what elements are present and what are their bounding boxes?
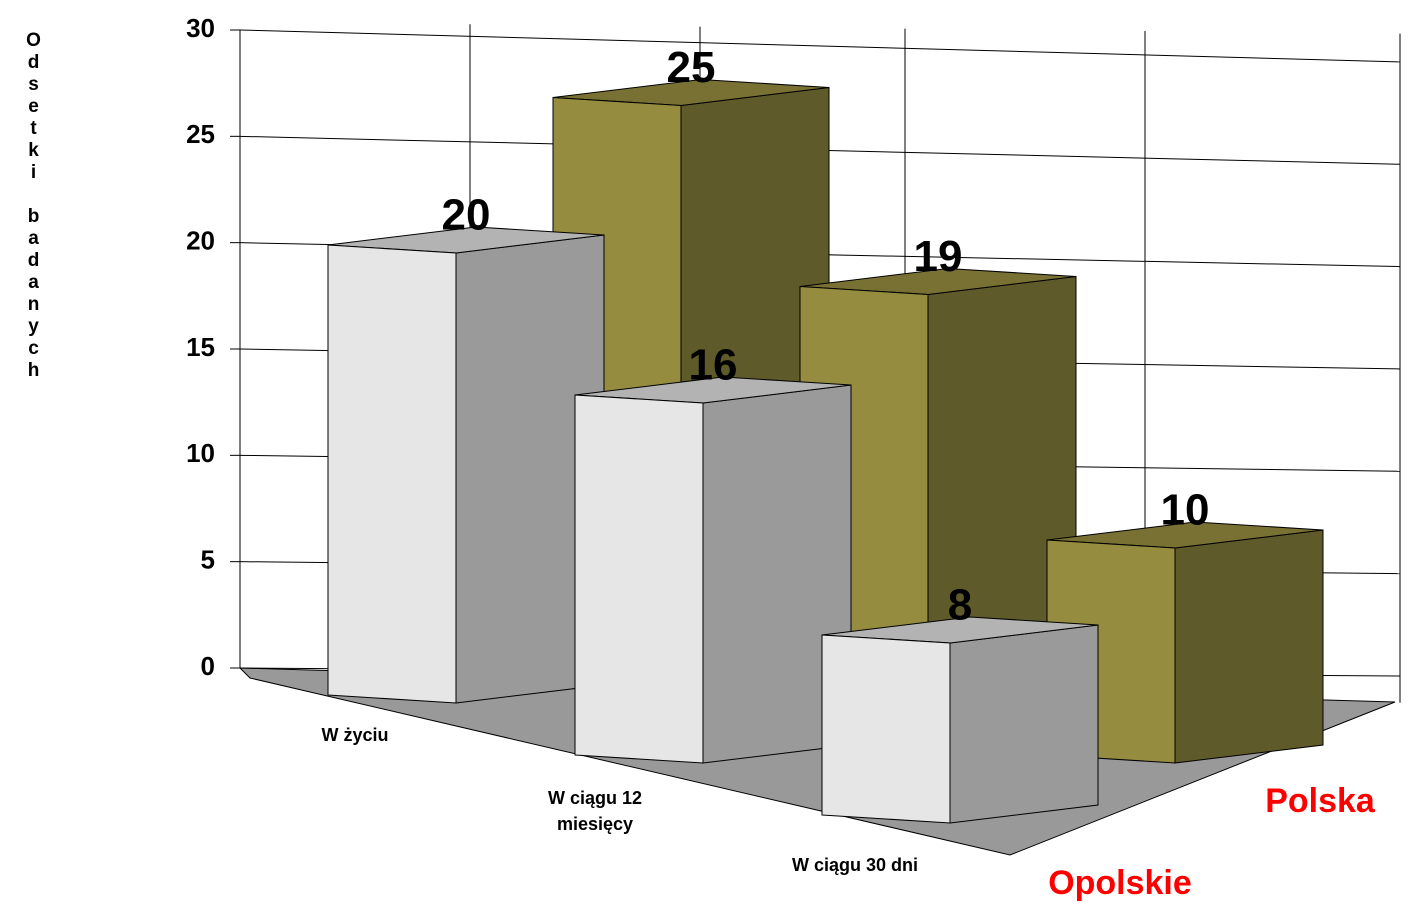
y-tick-label: 5 (201, 545, 215, 575)
y-tick-label: 0 (201, 651, 215, 681)
value-label: 19 (914, 232, 963, 281)
x-tick-label: W ciągu 30 dni (791, 855, 919, 875)
series-label: Polska (1265, 782, 1376, 820)
value-label: 20 (442, 191, 491, 240)
grid-line (239, 29, 1401, 63)
y-tick-label: 10 (186, 438, 215, 468)
bar (821, 634, 951, 824)
bar (574, 394, 704, 764)
value-label: 10 (1161, 486, 1210, 535)
value-label: 16 (689, 341, 738, 390)
y-tick-label: 25 (186, 119, 215, 149)
x-tick-label: W życiu (321, 725, 389, 745)
x-tick-label: W ciągu 12 miesięcy (547, 788, 643, 834)
value-label: 8 (948, 581, 972, 630)
value-label: 25 (667, 43, 716, 92)
y-axis-label: Odsetki badanych (23, 30, 44, 382)
y-tick-label: 30 (186, 13, 215, 43)
bar-side (949, 624, 1099, 824)
bar-side (1174, 529, 1324, 764)
y-tick-label: 20 (186, 226, 215, 256)
series-label: Opolskie (1048, 864, 1192, 902)
y-tick-label: 15 (186, 332, 215, 362)
bar (327, 244, 457, 704)
